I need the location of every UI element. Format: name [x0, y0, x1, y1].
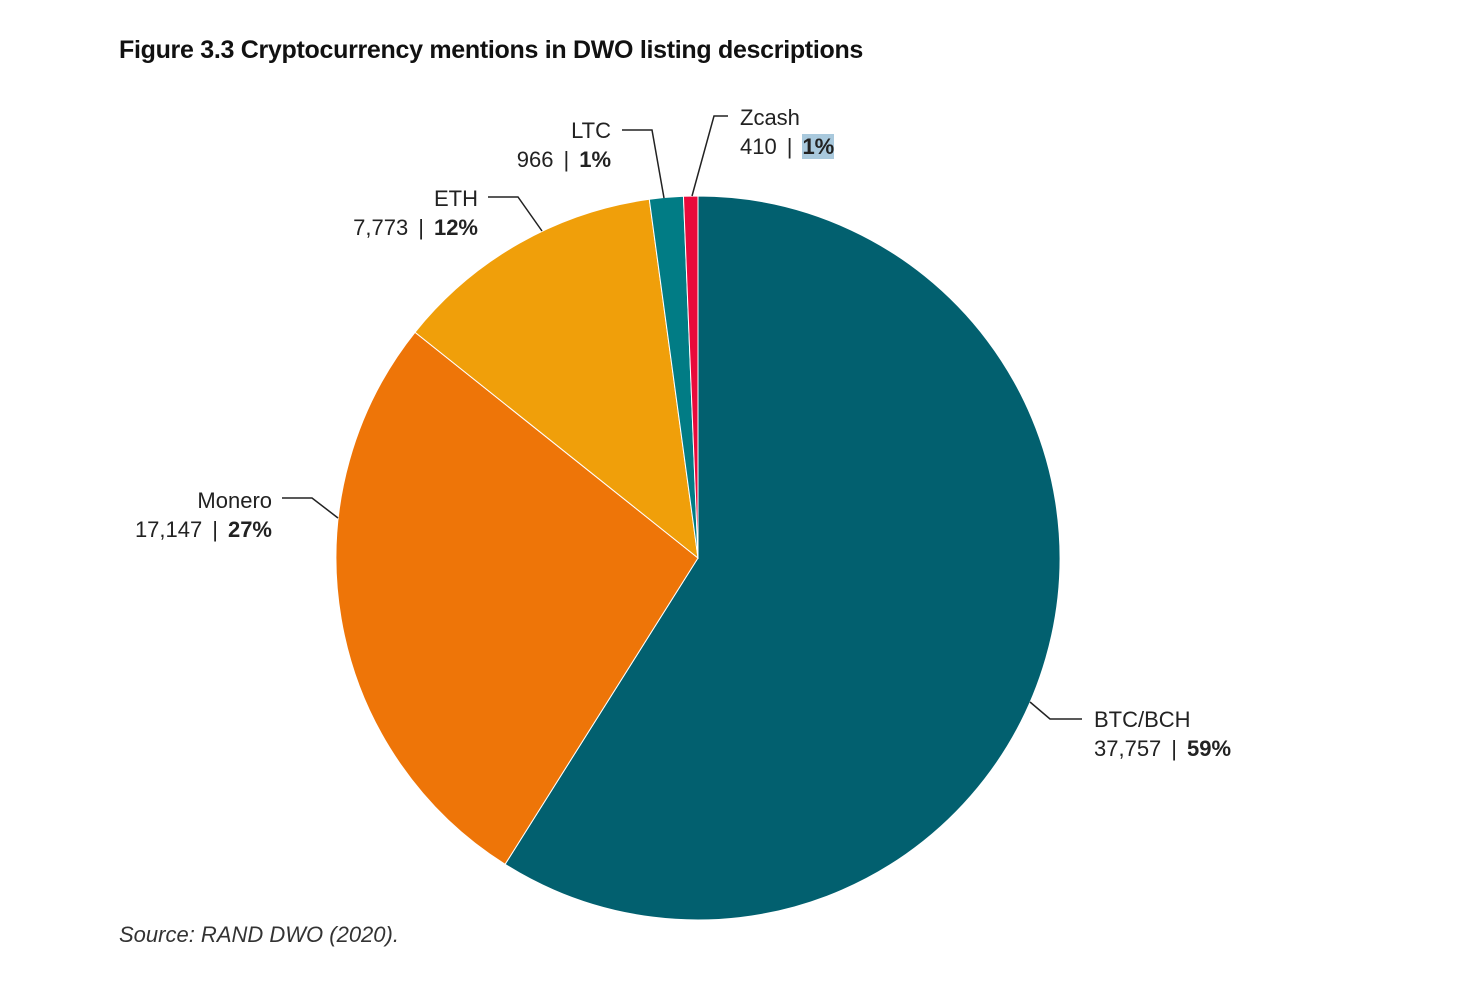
label-monero-percent: 27% — [227, 517, 272, 542]
separator: | — [563, 147, 570, 172]
chart-title: Figure 3.3 Cryptocurrency mentions in DW… — [119, 36, 864, 64]
label-ltc-name: LTC — [571, 118, 611, 143]
label-btc-percent: 59% — [1187, 736, 1232, 761]
leader-line-eth — [488, 196, 543, 232]
pie-slice-monero — [335, 331, 699, 865]
label-eth-value: 7,773 — [353, 215, 409, 240]
leader-line-btc — [1029, 701, 1082, 720]
label-eth-name: ETH — [434, 186, 478, 211]
leader-line-monero — [282, 497, 339, 519]
label-ltc-value: 966 — [516, 147, 554, 172]
label-btc: BTC/BCH 37,757 | 59% — [1094, 705, 1231, 763]
label-btc-value: 37,757 — [1094, 736, 1162, 761]
label-btc-name: BTC/BCH — [1094, 707, 1191, 732]
label-monero-name: Monero — [197, 488, 272, 513]
label-ltc: LTC 966 | 1% — [517, 116, 611, 174]
leader-line-zcash — [691, 115, 728, 197]
label-zcash-percent: 1% — [802, 134, 835, 159]
label-zcash-value: 410 — [740, 134, 777, 159]
pie-slice-eth — [414, 198, 699, 560]
leader-line-ltc — [622, 129, 665, 199]
separator: | — [212, 517, 218, 542]
pie-slice-zcash — [682, 195, 699, 559]
label-monero: Monero 17,147 | 27% — [135, 486, 272, 544]
label-zcash-name: Zcash — [740, 105, 800, 130]
separator: | — [786, 134, 793, 159]
separator: | — [418, 215, 424, 240]
label-eth-percent: 12% — [433, 215, 478, 240]
label-monero-value: 17,147 — [134, 517, 203, 542]
label-zcash: Zcash 410 | 1% — [740, 103, 835, 161]
label-eth: ETH 7,773 | 12% — [353, 184, 478, 242]
label-ltc-percent: 1% — [579, 147, 611, 172]
source-note: Source: RAND DWO (2020). — [119, 922, 399, 947]
separator: | — [1171, 736, 1178, 761]
pie-slice-btc-bch — [504, 195, 1061, 921]
